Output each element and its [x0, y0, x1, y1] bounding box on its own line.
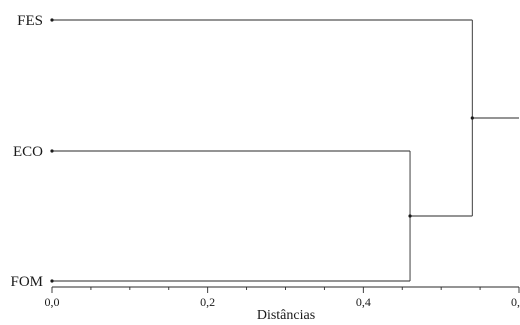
dendrogram-nodes: [50, 18, 474, 283]
node-eco: [50, 149, 54, 153]
leaf-label-fom: FOM: [10, 274, 43, 290]
x-tick-label: 0,2: [200, 295, 215, 309]
x-tick-label: 0,0: [45, 295, 60, 309]
leaf-label-fes: FES: [17, 13, 43, 29]
leaf-label-eco: ECO: [13, 144, 43, 160]
node-m1: [408, 214, 412, 218]
x-axis-ticks: [51, 287, 520, 293]
node-m2: [470, 116, 474, 120]
x-tick-label: 0,4: [356, 295, 371, 309]
x-axis-title: Distâncias: [257, 308, 315, 323]
node-fes: [50, 18, 54, 22]
x-axis-tick-labels: 0,0 0,2 0,4 0,: [45, 295, 520, 309]
node-fom: [50, 279, 54, 283]
x-axis: 0,0 0,2 0,4 0,: [45, 286, 520, 309]
leaf-labels: FES ECO FOM: [10, 13, 43, 290]
x-tick-label: 0,: [511, 295, 520, 309]
dendrogram-branches: [52, 19, 519, 282]
